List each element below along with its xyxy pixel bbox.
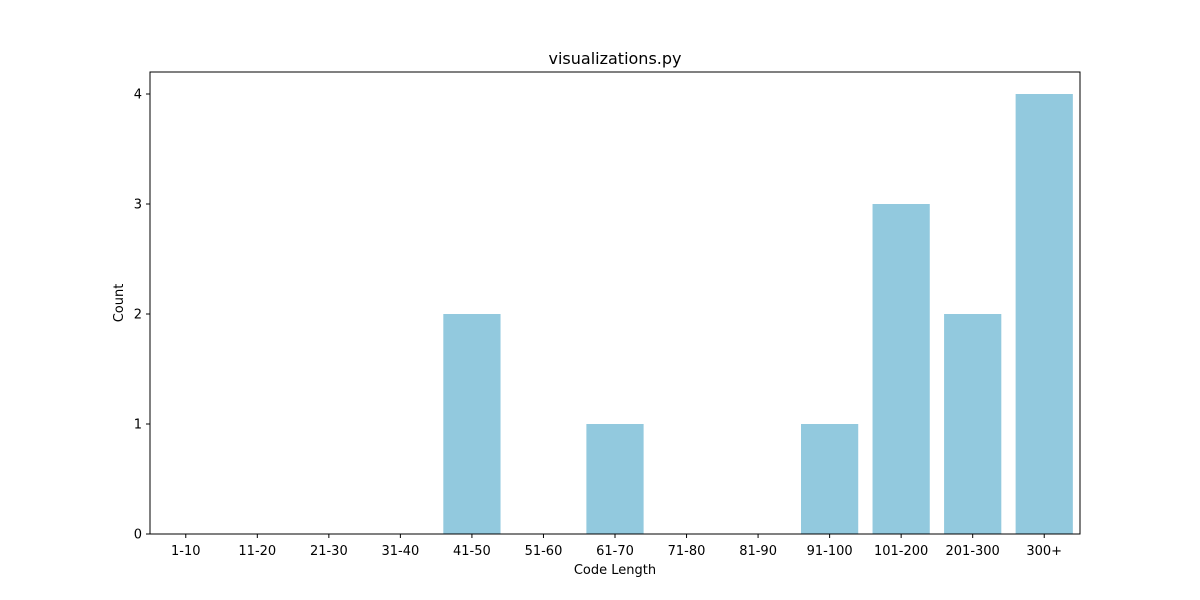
y-tick-label: 0 [134, 528, 142, 543]
x-axis-label: Code Length [574, 563, 656, 578]
x-axis: 1-10 11-20 21-30 31-40 41-50 51-60 61-70 71-80 8… [171, 534, 1062, 559]
x-tick-label: 300+ [1026, 544, 1062, 559]
y-tick-label: 3 [134, 198, 142, 213]
x-tick-label: 201-300 [946, 544, 1000, 559]
x-tick-label: 31-40 [381, 544, 419, 559]
x-tick-label: 51-60 [525, 544, 563, 559]
x-tick-label: 71-80 [668, 544, 706, 559]
x-tick-label: 91-100 [807, 544, 853, 559]
bar-101-200 [872, 204, 930, 534]
x-tick-label: 81-90 [739, 544, 777, 559]
plot-frame [149, 71, 1081, 535]
bar-201-300 [944, 314, 1002, 534]
bar-91-100 [801, 424, 859, 534]
y-tick-label: 2 [134, 308, 142, 323]
x-tick-label: 41-50 [453, 544, 491, 559]
x-tick-label: 11-20 [238, 544, 276, 559]
y-axis-label: Count [112, 284, 127, 323]
y-tick-label: 4 [134, 88, 142, 103]
bar-61-70 [586, 424, 644, 534]
x-tick-label: 101-200 [874, 544, 928, 559]
x-tick-label: 61-70 [596, 544, 634, 559]
x-tick-label: 1-10 [171, 544, 201, 559]
x-tick-label: 21-30 [310, 544, 348, 559]
bars-layer [443, 94, 1073, 534]
chart-title: visualizations.py [549, 49, 682, 68]
bar-41-50 [443, 314, 501, 534]
bar-300+ [1015, 94, 1073, 534]
y-tick-label: 1 [134, 418, 142, 433]
y-axis: 0 1 2 3 4 [134, 88, 150, 543]
